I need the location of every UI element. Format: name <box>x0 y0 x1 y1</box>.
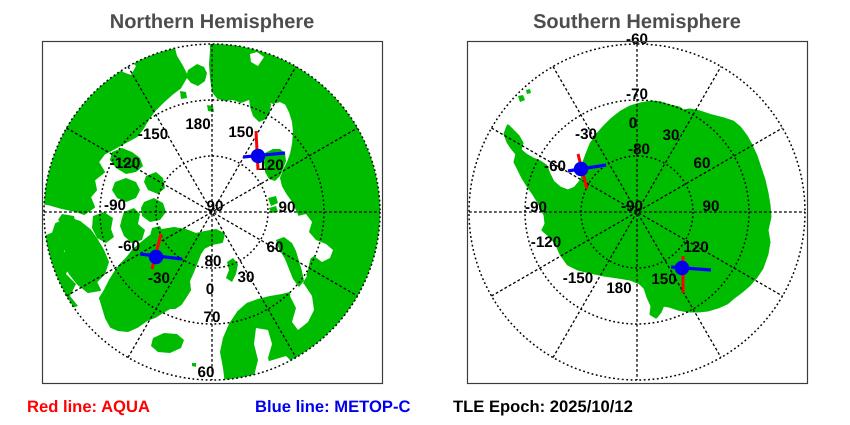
svg-text:120: 120 <box>683 239 708 256</box>
svg-text:-90: -90 <box>621 198 643 215</box>
svg-text:80: 80 <box>205 253 222 270</box>
svg-text:30: 30 <box>663 127 680 144</box>
svg-text:30: 30 <box>238 269 255 286</box>
svg-text:180: 180 <box>185 116 210 133</box>
svg-text:-150: -150 <box>138 126 168 143</box>
svg-text:150: 150 <box>228 124 253 141</box>
svg-text:60: 60 <box>267 239 284 256</box>
svg-text:180: 180 <box>606 280 631 297</box>
svg-text:0: 0 <box>629 115 637 132</box>
svg-text:70: 70 <box>204 309 221 326</box>
svg-text:-70: -70 <box>626 86 648 103</box>
svg-text:60: 60 <box>694 155 711 172</box>
svg-text:Southern Hemisphere: Southern Hemisphere <box>533 11 741 33</box>
svg-text:-30: -30 <box>148 270 170 287</box>
svg-text:Northern Hemisphere: Northern Hemisphere <box>110 11 315 33</box>
svg-text:150: 150 <box>651 271 676 288</box>
svg-text:Blue line: METOP-C: Blue line: METOP-C <box>255 397 411 416</box>
svg-text:-60: -60 <box>118 238 140 255</box>
svg-text:-90: -90 <box>104 197 126 214</box>
svg-text:-120: -120 <box>531 234 561 251</box>
svg-text:60: 60 <box>198 364 215 381</box>
svg-text:Red line: AQUA: Red line: AQUA <box>27 397 150 416</box>
svg-text:-60: -60 <box>626 31 648 48</box>
svg-text:TLE Epoch: 2025/10/12: TLE Epoch: 2025/10/12 <box>453 397 633 416</box>
svg-text:-150: -150 <box>563 270 593 287</box>
svg-text:-60: -60 <box>544 158 566 175</box>
svg-text:-120: -120 <box>110 155 140 172</box>
svg-text:90: 90 <box>279 199 296 216</box>
svg-text:90: 90 <box>703 198 720 215</box>
svg-text:-80: -80 <box>628 141 650 158</box>
svg-text:-30: -30 <box>575 126 597 143</box>
svg-text:90: 90 <box>207 198 224 215</box>
svg-text:120: 120 <box>258 157 283 174</box>
svg-text:0: 0 <box>206 281 214 298</box>
svg-text:-90: -90 <box>525 199 547 216</box>
